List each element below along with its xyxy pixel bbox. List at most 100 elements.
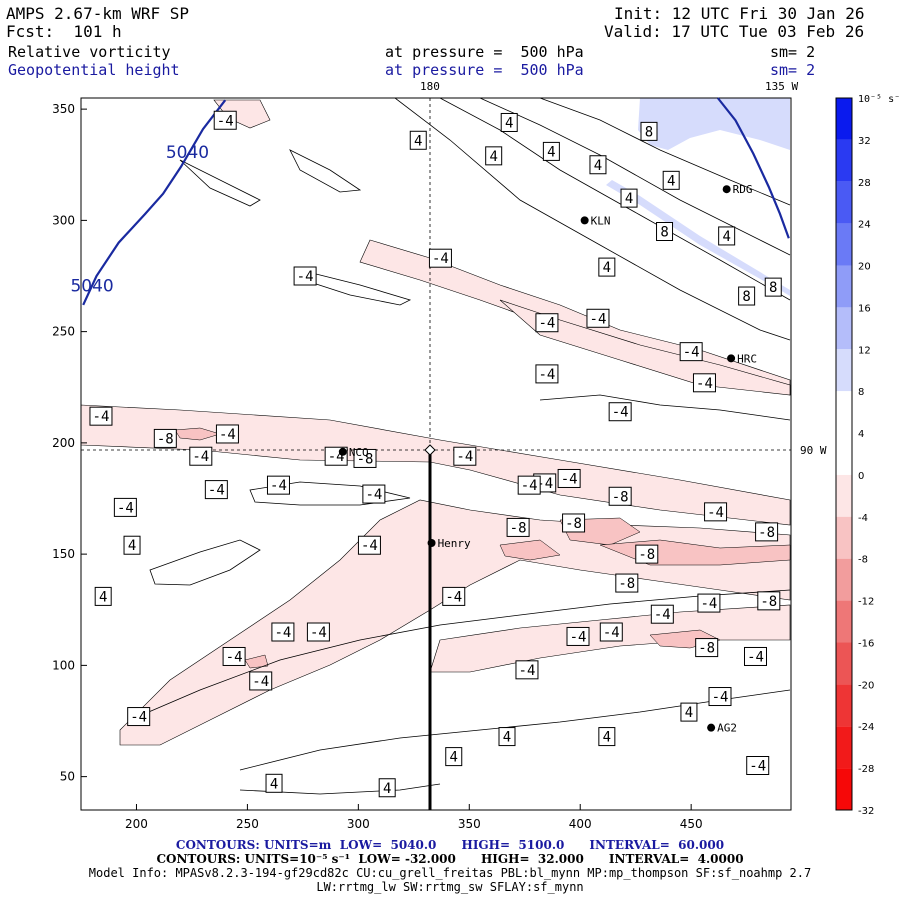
vorticity-label-text: -4 [539, 316, 556, 332]
y-tick-label: 150 [52, 547, 75, 561]
vorticity-label-box [640, 121, 658, 141]
vorticity-label: -4 [535, 313, 559, 333]
vorticity-label: 8 [656, 222, 674, 241]
vorticity-label-box [204, 480, 228, 500]
vorticity-label-text: 4 [505, 115, 513, 131]
vorticity-label: 8 [738, 286, 756, 306]
vorticity-label-box [738, 286, 756, 306]
vorticity-label: -8 [615, 573, 639, 593]
vorticity-label: 8 [764, 277, 782, 297]
x-tick-label: 250 [236, 817, 259, 831]
neg-vort-core-1 [174, 427, 221, 441]
positive-contour-2 [439, 98, 791, 301]
vorticity-label: -4 [306, 622, 330, 642]
colorbar-unit: 10⁻⁵ s⁻¹ [858, 94, 900, 105]
vorticity-label: -4 [608, 402, 632, 422]
vorticity-label-text: -8 [618, 576, 635, 592]
vorticity-label-text: 8 [645, 124, 653, 140]
colorbar-segment [836, 98, 852, 140]
colorbar-level-label: -20 [858, 680, 874, 691]
vorticity-label: 4 [680, 702, 698, 722]
forecast-hour: Fcst: 101 h [6, 22, 122, 41]
vorticity-label: -8 [695, 638, 719, 658]
footer-physics: LW:rrtmg_lw SW:rrtmg_sw SFLAY:sf_mynn [316, 880, 584, 894]
vorticity-label-box [222, 646, 246, 666]
vorticity-label-text: -8 [357, 451, 374, 467]
vorticity-label: 4 [378, 778, 396, 798]
station-label: KLN [591, 214, 611, 227]
station-label: Henry [438, 537, 471, 550]
vorticity-label-text: -4 [208, 483, 225, 499]
y-tick-label: 50 [60, 770, 75, 784]
vorticity-label-box [757, 591, 781, 611]
vorticity-label-box [500, 112, 518, 132]
colorbar-level-label: -16 [858, 638, 874, 649]
neg-vort-band-diag2 [499, 299, 791, 396]
vorticity-label: -4 [271, 622, 295, 642]
vorticity-label-text: 4 [383, 781, 391, 797]
vorticity-label-text: -4 [683, 345, 700, 361]
positive-contour-4 [539, 98, 791, 206]
vorticity-label-text: -4 [252, 674, 269, 690]
vorticity-label-box [566, 626, 590, 646]
colorbar-level-label: 28 [858, 178, 871, 189]
colorbar: 32 28 24 20 16 12 8 4 0 -4 -8 -12 -16 -20 -24 -28 -32 [835, 97, 874, 817]
field1-name: Relative vorticity [8, 43, 171, 61]
positive-contour-3 [479, 98, 791, 256]
vorticity-label-box [695, 638, 719, 658]
vorticity-label-text: -4 [696, 376, 713, 392]
vorticity-label-box [615, 573, 639, 593]
vorticity-label: -4 [692, 373, 716, 393]
lat-label-90w: 90 W [800, 444, 827, 457]
colorbar-level-label: 16 [858, 303, 871, 314]
vorticity-label-text: -4 [700, 596, 717, 612]
colorbar-segment [836, 265, 852, 308]
vorticity-label-box [306, 622, 330, 642]
vorticity-label-box [535, 364, 559, 384]
cross-section-marker [424, 444, 436, 456]
vorticity-label-box [679, 342, 703, 362]
vorticity-label: -4 [679, 342, 703, 362]
vorticity-label: -4 [428, 248, 452, 268]
vorticity-label: -8 [153, 428, 177, 448]
vorticity-label-text: 4 [414, 133, 422, 149]
vorticity-label-text: -4 [217, 113, 234, 129]
vorticity-label-box [485, 146, 503, 166]
vorticity-label-text: -8 [565, 516, 582, 532]
vorticity-label: -4 [453, 446, 477, 466]
vorticity-label: 4 [718, 226, 736, 246]
colorbar-segment [836, 223, 852, 266]
vorticity-label-text: 4 [722, 229, 730, 245]
vorticity-label: -4 [222, 646, 246, 666]
colorbar-level-label: 24 [858, 220, 871, 231]
vorticity-label: -4 [517, 475, 541, 495]
vorticity-label: 8 [640, 121, 658, 141]
colorbar-segment [836, 600, 852, 643]
vorticity-label-text: -8 [157, 431, 174, 447]
vorticity-label: 4 [542, 141, 560, 161]
colorbar-level-label: -32 [858, 806, 874, 817]
station-label: AG2 [717, 722, 737, 735]
vorticity-label-text: 4 [625, 191, 633, 207]
vorticity-label-box [598, 257, 616, 277]
vorticity-label: 4 [445, 747, 463, 767]
colorbar-frame [835, 97, 853, 811]
vorticity-label-box [517, 475, 541, 495]
vorticity-label: -4 [557, 468, 581, 488]
vorticity-label-text: -4 [749, 759, 766, 775]
vorticity-label-text: -4 [590, 311, 607, 327]
vorticity-label: -4 [89, 406, 113, 426]
colorbar-segment [836, 642, 852, 685]
x-tick-label: 200 [125, 817, 148, 831]
vorticity-label: -4 [213, 110, 237, 130]
vorticity-label-box [113, 497, 137, 517]
y-tick-label: 200 [52, 436, 75, 450]
vorticity-label: -4 [189, 446, 213, 466]
vorticity-label-box [249, 671, 273, 691]
negative-contour-1 [289, 149, 362, 193]
vorticity-label-text: -4 [570, 629, 587, 645]
vorticity-label-box [708, 687, 732, 707]
station-label: NCQ [349, 446, 369, 459]
vorticity-label: -4 [204, 480, 228, 500]
vorticity-label-text: -4 [93, 409, 110, 425]
